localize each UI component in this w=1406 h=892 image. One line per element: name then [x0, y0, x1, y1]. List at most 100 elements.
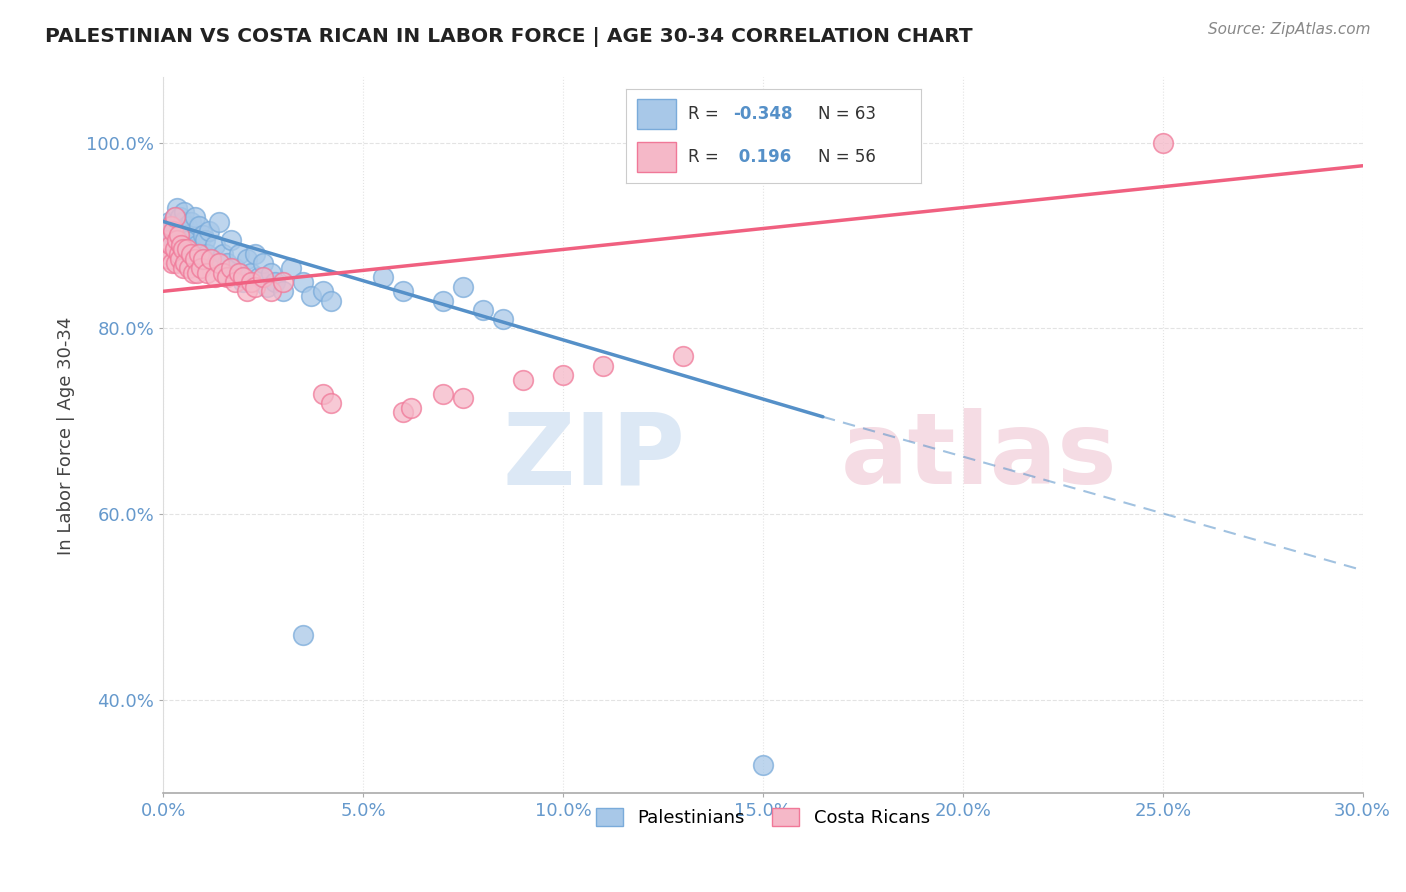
Point [169, 243, 191, 257]
Point [252, 256, 274, 270]
Point [180, 214, 202, 228]
Point [176, 243, 198, 257]
Point [224, 275, 246, 289]
Point [169, 210, 191, 224]
Point [159, 237, 181, 252]
Point [392, 405, 415, 419]
Point [219, 233, 242, 247]
Point [193, 228, 215, 243]
Point [174, 256, 197, 270]
Point [167, 247, 190, 261]
Point [512, 373, 534, 387]
Point [224, 260, 246, 275]
Point [176, 219, 198, 234]
Text: 0.196: 0.196 [734, 148, 792, 166]
Point [200, 252, 222, 266]
Point [236, 252, 259, 266]
Text: Source: ZipAtlas.com: Source: ZipAtlas.com [1208, 22, 1371, 37]
Bar [637, 142, 676, 171]
Point [260, 266, 283, 280]
Point [432, 293, 454, 308]
Point [170, 237, 193, 252]
Point [232, 270, 254, 285]
Point [179, 233, 201, 247]
Text: R =: R = [688, 148, 724, 166]
Point [198, 224, 221, 238]
Point [321, 396, 343, 410]
Point [752, 758, 775, 772]
Point [195, 266, 218, 280]
Point [165, 256, 187, 270]
Point [180, 247, 202, 261]
Point [184, 252, 207, 266]
Point [217, 270, 239, 285]
Text: R =: R = [688, 104, 724, 122]
Point [256, 279, 278, 293]
Point [672, 350, 695, 364]
Text: ZIP: ZIP [502, 409, 685, 506]
Point [551, 368, 574, 382]
Point [162, 214, 184, 228]
Text: atlas: atlas [841, 409, 1118, 506]
Point [200, 252, 222, 266]
Point [190, 247, 212, 261]
Text: N = 56: N = 56 [818, 148, 876, 166]
Point [280, 260, 302, 275]
Point [193, 252, 215, 266]
Point [172, 237, 194, 252]
Y-axis label: In Labor Force | Age 30-34: In Labor Force | Age 30-34 [58, 316, 75, 555]
Point [184, 210, 207, 224]
Point [172, 243, 194, 257]
Point [271, 275, 294, 289]
Point [208, 214, 231, 228]
Point [232, 275, 254, 289]
Point [240, 275, 263, 289]
Point [169, 228, 191, 243]
Point [172, 260, 194, 275]
Point [166, 201, 188, 215]
Point [212, 247, 235, 261]
Point [165, 210, 187, 224]
Point [194, 233, 217, 247]
Point [260, 285, 283, 299]
Point [174, 243, 197, 257]
Point [155, 224, 177, 238]
Text: PALESTINIAN VS COSTA RICAN IN LABOR FORCE | AGE 30-34 CORRELATION CHART: PALESTINIAN VS COSTA RICAN IN LABOR FORC… [45, 27, 973, 46]
Point [181, 243, 204, 257]
Point [219, 260, 242, 275]
Point [162, 224, 184, 238]
Point [160, 256, 183, 270]
Point [373, 270, 395, 285]
Point [170, 228, 193, 243]
Point [188, 219, 211, 234]
Point [166, 233, 188, 247]
Point [186, 266, 208, 280]
Point [204, 237, 226, 252]
Point [292, 275, 315, 289]
Point [240, 266, 263, 280]
Point [181, 266, 204, 280]
Point [228, 266, 250, 280]
Point [157, 228, 180, 243]
Point [157, 233, 180, 247]
Point [264, 275, 287, 289]
Point [159, 219, 181, 234]
Point [160, 219, 183, 234]
Point [204, 270, 226, 285]
Point [236, 285, 259, 299]
Point [321, 293, 343, 308]
Point [169, 252, 191, 266]
Point [157, 214, 180, 228]
Point [165, 224, 187, 238]
Point [1152, 136, 1174, 150]
Point [451, 391, 474, 405]
Point [432, 386, 454, 401]
Point [172, 214, 194, 228]
Point [245, 279, 267, 293]
Point [167, 219, 190, 234]
Point [160, 228, 183, 243]
Point [208, 256, 231, 270]
Point [451, 279, 474, 293]
Point [217, 256, 239, 270]
Point [492, 312, 515, 326]
